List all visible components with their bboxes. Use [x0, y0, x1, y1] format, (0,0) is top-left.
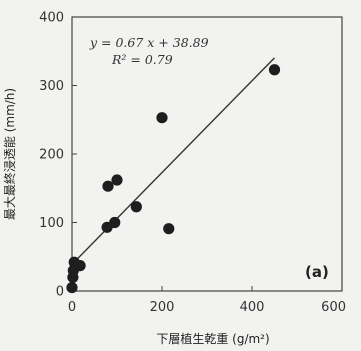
data-point [163, 223, 175, 235]
y-axis-title: 最大最終浸透能 (mm/h) [2, 88, 17, 220]
x-tick-label: 600 [321, 300, 346, 315]
data-point [66, 281, 78, 294]
x-axis-ticks: 0 200 400 600 [68, 286, 346, 315]
regression-r-squared: R² = 0.79 [111, 52, 173, 67]
y-tick-label: 300 [39, 79, 64, 94]
data-point [268, 64, 281, 76]
x-axis-title: 下層植生乾重 (g/m²) [156, 331, 269, 346]
x-tick-label: 0 [68, 300, 76, 315]
data-point [130, 201, 142, 213]
y-axis-ticks: 0 100 200 300 400 [39, 11, 77, 300]
data-points [66, 57, 281, 294]
x-tick-label: 400 [240, 300, 265, 315]
y-tick-label: 0 [56, 285, 64, 300]
panel-label: (a) [305, 263, 329, 281]
data-point [74, 260, 86, 272]
data-point [102, 180, 114, 192]
y-tick-label: 200 [39, 148, 64, 163]
x-tick-label: 200 [150, 300, 175, 315]
y-tick-label: 100 [39, 216, 64, 231]
regression-equation: y = 0.67 x + 38.89 [89, 35, 209, 50]
data-point [156, 112, 168, 124]
y-tick-label: 400 [39, 11, 64, 26]
data-point [109, 216, 121, 229]
data-point [111, 174, 123, 186]
regression-line [71, 57, 275, 265]
